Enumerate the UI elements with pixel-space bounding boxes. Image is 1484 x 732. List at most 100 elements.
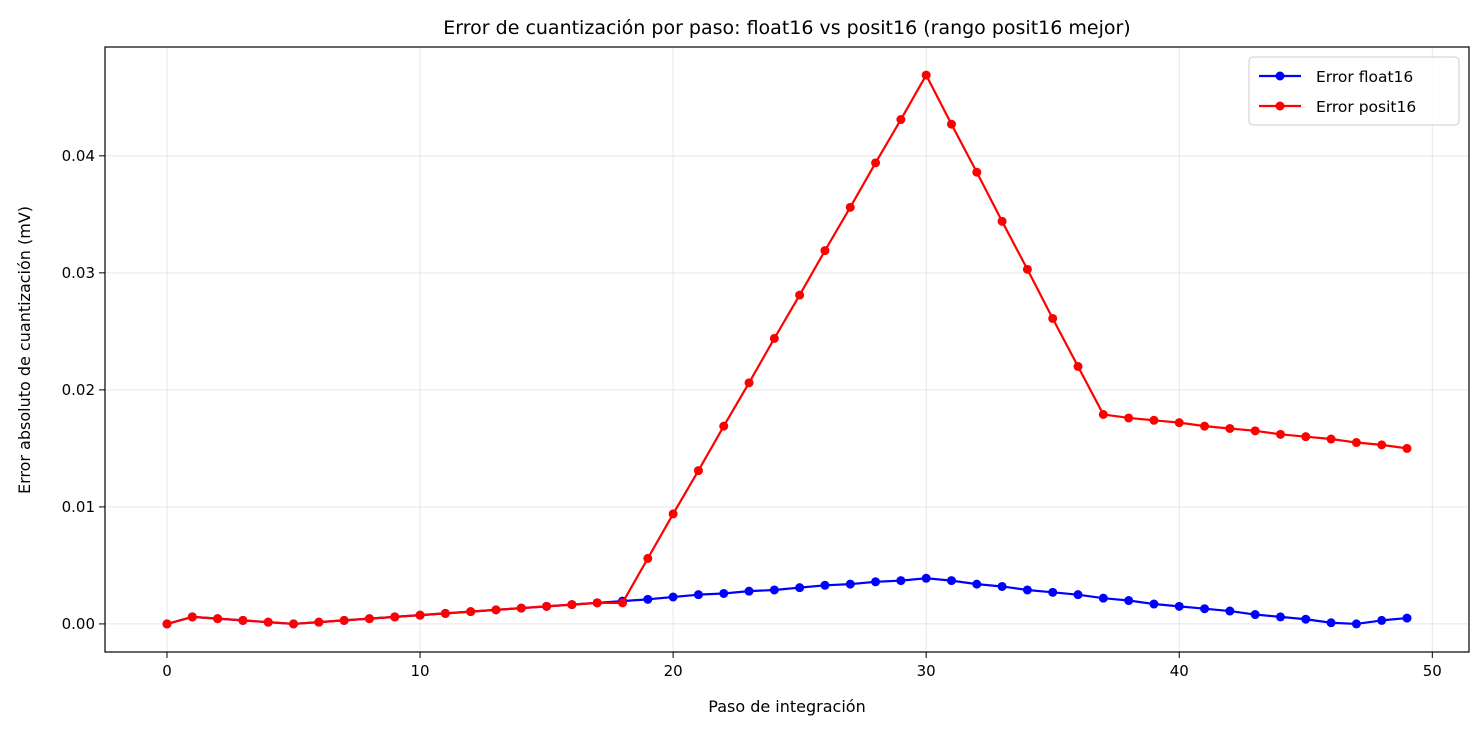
data-point (769, 585, 779, 595)
y-tick-label: 0.02 (62, 381, 95, 399)
data-point (997, 581, 1007, 591)
data-point (769, 333, 779, 343)
data-point (921, 573, 931, 583)
data-point (668, 592, 678, 602)
data-point (668, 509, 678, 519)
data-point (693, 466, 703, 476)
ticks: 0 10 20 30 40 50 0.00 0.01 0.02 0.03 0.04 (62, 147, 1442, 680)
chart-title: Error de cuantización por paso: float16 … (443, 17, 1130, 39)
x-tick-label: 30 (917, 662, 936, 680)
data-point (339, 615, 349, 625)
data-point (1124, 413, 1134, 423)
data-point (946, 576, 956, 586)
data-point (1048, 313, 1058, 323)
data-point (390, 612, 400, 622)
data-point (1149, 415, 1159, 425)
y-axis-label: Error absoluto de cuantización (mV) (15, 206, 34, 494)
data-point (1225, 606, 1235, 616)
data-point (213, 614, 223, 624)
data-point (719, 421, 729, 431)
data-point (1200, 604, 1210, 614)
data-point (921, 70, 931, 80)
data-point (1377, 615, 1387, 625)
data-point (643, 553, 653, 563)
data-point (972, 167, 982, 177)
data-point (845, 202, 855, 212)
data-point (542, 601, 552, 611)
data-point (1377, 440, 1387, 450)
data-point (795, 290, 805, 300)
data-point (1149, 599, 1159, 609)
data-point (871, 577, 881, 587)
data-point (415, 610, 425, 620)
data-point (1275, 429, 1285, 439)
data-point (1225, 423, 1235, 433)
y-tick-label: 0.04 (62, 147, 95, 165)
data-point (1174, 601, 1184, 611)
legend-marker-posit16 (1275, 101, 1285, 111)
data-point (364, 614, 374, 624)
x-tick-label: 10 (411, 662, 430, 680)
x-tick-label: 20 (664, 662, 683, 680)
data-point (1022, 264, 1032, 274)
data-point (744, 378, 754, 388)
y-tick-label: 0.01 (62, 498, 95, 516)
data-point (440, 608, 450, 618)
data-point (1301, 432, 1311, 442)
data-point (1022, 585, 1032, 595)
data-point (1351, 619, 1361, 629)
data-point (820, 580, 830, 590)
data-point (187, 612, 197, 622)
data-point (896, 576, 906, 586)
data-point (491, 605, 501, 615)
data-point (972, 579, 982, 589)
x-tick-label: 40 (1170, 662, 1189, 680)
grid (105, 47, 1469, 652)
y-tick-label: 0.03 (62, 264, 95, 282)
data-point (1124, 596, 1134, 606)
y-tick-label: 0.00 (62, 615, 95, 633)
data-point (643, 594, 653, 604)
data-point (238, 615, 248, 625)
data-point (795, 583, 805, 593)
legend-marker-float16 (1275, 71, 1285, 81)
data-point (744, 586, 754, 596)
data-point (567, 600, 577, 610)
data-point (516, 603, 526, 613)
data-point (1301, 614, 1311, 624)
data-point (1174, 418, 1184, 428)
data-point (1402, 443, 1412, 453)
data-point (1073, 361, 1083, 371)
x-tick-label: 0 (162, 662, 172, 680)
series-posit16 (162, 70, 1412, 629)
data-point (314, 617, 324, 627)
data-point (1250, 610, 1260, 620)
data-point (1326, 618, 1336, 628)
data-point (946, 119, 956, 129)
data-point (845, 579, 855, 589)
data-point (1250, 426, 1260, 436)
data-point (1098, 409, 1108, 419)
x-axis-label: Paso de integración (708, 697, 865, 716)
data-point (871, 158, 881, 168)
legend-label-float16: Error float16 (1316, 68, 1413, 86)
data-point (466, 607, 476, 617)
data-point (162, 619, 172, 629)
data-point (1326, 434, 1336, 444)
data-point (1402, 613, 1412, 623)
data-point (896, 115, 906, 125)
data-point (693, 590, 703, 600)
legend-box (1248, 56, 1460, 126)
data-point (719, 588, 729, 598)
data-point (1048, 587, 1058, 597)
data-point (997, 216, 1007, 226)
data-point (1351, 438, 1361, 448)
data-point (263, 617, 273, 627)
data-point (592, 598, 602, 608)
data-point (618, 598, 628, 608)
legend-label-posit16: Error posit16 (1316, 98, 1416, 116)
data-point (289, 619, 299, 629)
data-point (1275, 612, 1285, 622)
